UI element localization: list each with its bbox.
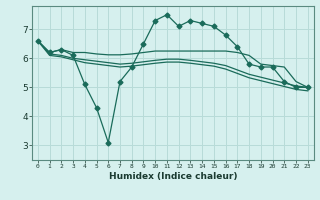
X-axis label: Humidex (Indice chaleur): Humidex (Indice chaleur) [108,172,237,181]
